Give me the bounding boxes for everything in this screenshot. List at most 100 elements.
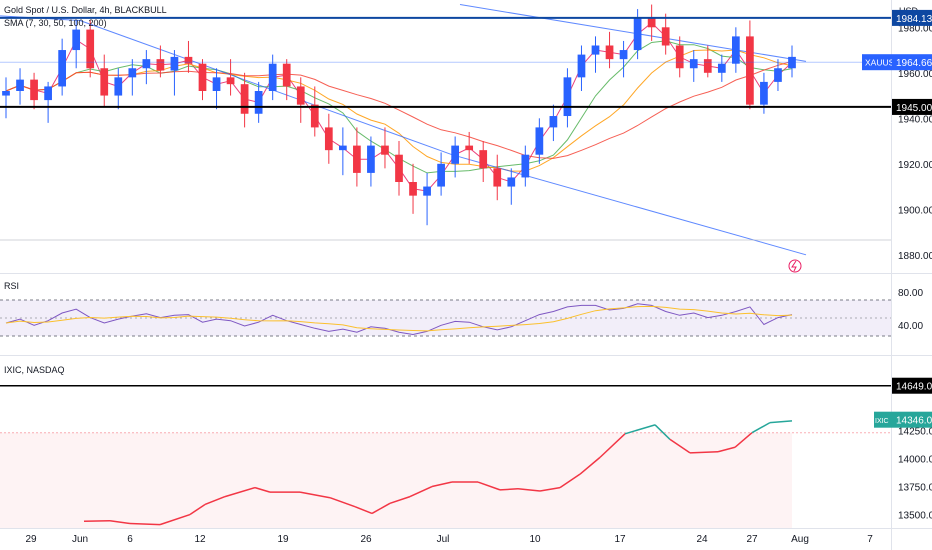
candle	[128, 59, 137, 96]
candle	[16, 68, 24, 105]
ixic-segment	[579, 456, 601, 475]
candle	[170, 50, 179, 96]
time-tick-7: 10	[529, 534, 541, 545]
ixic-tick-2: 13750.00	[898, 483, 932, 494]
price-badge-label-2: 1964.66	[896, 58, 932, 69]
time-axis[interactable]: 29 Jun 6 12 19 26 Jul 10 17 24 27 Aug 7	[25, 534, 873, 545]
candle	[731, 27, 740, 73]
price-tick-1: 1960.00	[898, 69, 932, 80]
candle	[324, 113, 333, 164]
candle	[788, 45, 796, 78]
time-tick-9: 24	[696, 534, 708, 545]
candle	[774, 59, 782, 91]
candle	[268, 54, 277, 101]
time-tick-10: 27	[746, 534, 758, 545]
ixic-segment	[717, 446, 736, 453]
candle	[563, 68, 572, 128]
ixic-badges: 14649.00 IXIC 14346.02	[0, 377, 932, 428]
price-tick-0: 1980.00	[898, 23, 932, 34]
ixic-segment	[559, 473, 581, 489]
ixic-price-axis[interactable]: 14250.00 14000.00 13750.00 13500.00	[898, 426, 932, 521]
ixic-segment	[254, 486, 271, 493]
rsi-line	[5, 303, 793, 336]
candle	[577, 45, 586, 91]
ticker-badge	[862, 54, 892, 71]
candle	[282, 59, 291, 101]
candle	[30, 72, 38, 110]
ixic-tick-3: 13500.00	[898, 511, 932, 522]
candle	[675, 36, 684, 78]
candle	[633, 9, 642, 60]
candle	[746, 20, 754, 110]
candle	[451, 136, 460, 178]
price-badge-0	[892, 9, 932, 26]
ixic-title: IXIC, NASDAQ	[4, 365, 65, 375]
ixic-segment	[517, 488, 541, 492]
horizontal-lines[interactable]	[0, 16, 891, 241]
candles	[2, 4, 796, 226]
ixic-segment	[539, 486, 561, 492]
ixic-below-fill	[0, 432, 792, 528]
ixic-segment	[159, 513, 191, 526]
ixic-segment	[371, 502, 391, 515]
price-axis[interactable]: 1980.00 1960.00 1940.00 1920.00 1900.00 1880.…	[898, 23, 932, 261]
main-chart-title: Gold Spot / U.S. Dollar, 4h, BLACKBULL	[4, 5, 167, 15]
ixic-segment	[751, 421, 771, 434]
candle	[619, 40, 628, 78]
ixic-segment	[389, 495, 411, 505]
price-tick-2: 1940.00	[898, 114, 932, 125]
sma-line-2	[5, 49, 793, 172]
time-tick-1: Jun	[72, 534, 88, 545]
time-tick-8: 17	[614, 534, 626, 545]
candle	[226, 59, 235, 96]
rsi-signal-line	[5, 305, 793, 332]
ixic-badge-label-1: 14346.02	[896, 416, 932, 427]
ixic-segment	[599, 433, 626, 458]
candle	[605, 31, 614, 69]
candle	[423, 172, 431, 226]
candle	[507, 168, 516, 205]
candle	[535, 118, 544, 164]
trendline-2[interactable]	[459, 4, 807, 62]
trendline-0[interactable]	[79, 20, 453, 156]
ixic-badge-label-0: 14649.00	[896, 382, 932, 393]
ixic-ticker-label: IXIC	[875, 418, 889, 425]
rsi-panel[interactable]	[0, 299, 891, 337]
candle	[2, 77, 10, 119]
candle	[58, 38, 67, 96]
candle	[521, 145, 530, 187]
price-tick-4: 1900.00	[898, 205, 932, 216]
candle	[395, 141, 403, 196]
ixic-segment	[224, 486, 256, 498]
ixic-segment	[624, 424, 656, 435]
candle	[72, 20, 81, 69]
candle	[717, 54, 726, 82]
candle	[661, 13, 670, 55]
trendlines[interactable]	[0, 4, 807, 256]
time-tick-0: 29	[25, 534, 37, 545]
candle	[114, 68, 123, 110]
ixic-tick-0: 14250.00	[898, 426, 932, 437]
ixic-segment	[654, 424, 671, 440]
ixic-segment	[204, 495, 226, 506]
rsi-tick-80: 80.00	[898, 288, 923, 299]
price-panel[interactable]	[0, 4, 891, 256]
time-tick-12: 7	[867, 534, 873, 545]
candle	[437, 152, 445, 196]
candle	[703, 45, 712, 78]
candle	[647, 4, 656, 41]
candle	[549, 104, 558, 142]
ixic-panel[interactable]	[0, 420, 891, 528]
alert-icon[interactable]	[788, 259, 802, 273]
time-tick-2: 6	[127, 534, 133, 545]
ixic-badge-1	[892, 411, 932, 428]
ixic-segment	[669, 438, 691, 454]
ixic-badge-0	[892, 377, 932, 394]
ixic-area	[0, 432, 891, 528]
ixic-tick-1: 14000.00	[898, 454, 932, 465]
ixic-segment	[769, 420, 793, 424]
ixic-segment	[477, 481, 501, 491]
candle	[142, 50, 151, 85]
candle	[156, 45, 165, 78]
candle	[86, 20, 95, 78]
